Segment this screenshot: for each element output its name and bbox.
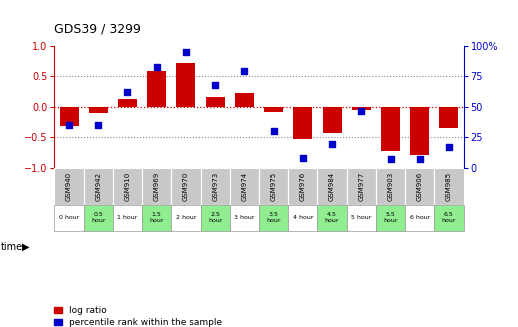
Text: GSM977: GSM977 (358, 172, 364, 201)
Text: GSM985: GSM985 (446, 172, 452, 201)
Point (269, 129, 278, 134)
Text: 4 hour: 4 hour (293, 215, 313, 220)
Bar (235, 94, 254, 107)
Text: GSM970: GSM970 (183, 172, 189, 201)
Bar (230, 205, 259, 231)
Text: 0.5
hour: 0.5 hour (91, 212, 106, 223)
Bar (405, 168, 435, 205)
Text: 3 hour: 3 hour (234, 215, 255, 220)
Bar (89, 107, 108, 113)
Bar (142, 205, 171, 231)
Bar (376, 168, 405, 205)
Bar (113, 168, 142, 205)
Text: GSM940: GSM940 (66, 172, 72, 201)
Point (415, 157, 424, 162)
Bar (352, 107, 371, 110)
Text: 4.5
hour: 4.5 hour (325, 212, 339, 223)
Bar (288, 168, 318, 205)
Point (357, 108, 366, 113)
Bar (439, 107, 458, 128)
Point (328, 141, 336, 146)
Text: time: time (1, 242, 23, 252)
Bar (259, 205, 288, 231)
Bar (147, 72, 166, 107)
Bar (347, 168, 376, 205)
Text: GSM942: GSM942 (95, 172, 101, 201)
Bar (177, 63, 195, 107)
Bar (410, 107, 429, 155)
Text: 2.5
hour: 2.5 hour (208, 212, 222, 223)
Bar (54, 205, 83, 231)
Bar (206, 96, 225, 107)
Text: GSM974: GSM974 (241, 172, 248, 201)
Bar (293, 107, 312, 139)
Bar (288, 205, 318, 231)
Point (211, 82, 219, 88)
Point (445, 145, 453, 150)
Text: GSM976: GSM976 (300, 172, 306, 201)
Text: 2 hour: 2 hour (176, 215, 196, 220)
Bar (318, 205, 347, 231)
Bar (200, 168, 230, 205)
Bar (347, 205, 376, 231)
Legend: log ratio, percentile rank within the sample: log ratio, percentile rank within the sa… (54, 306, 222, 327)
Bar (171, 168, 200, 205)
Point (65, 123, 73, 128)
Bar (83, 205, 113, 231)
Text: GSM969: GSM969 (154, 172, 160, 201)
Text: GSM903: GSM903 (387, 172, 394, 201)
Point (299, 156, 307, 161)
Bar (118, 99, 137, 107)
Bar (171, 205, 200, 231)
Bar (435, 168, 464, 205)
Text: GSM975: GSM975 (270, 172, 277, 201)
Text: 5.5
hour: 5.5 hour (383, 212, 398, 223)
Text: 3.5
hour: 3.5 hour (266, 212, 281, 223)
Text: ▶: ▶ (22, 242, 29, 252)
Text: 0 hour: 0 hour (59, 215, 79, 220)
Text: 1 hour: 1 hour (117, 215, 138, 220)
Bar (405, 205, 435, 231)
Text: 6 hour: 6 hour (410, 215, 430, 220)
Bar (376, 205, 405, 231)
Point (94, 123, 103, 128)
Bar (323, 107, 341, 132)
Text: GSM906: GSM906 (417, 172, 423, 201)
Point (152, 64, 161, 69)
Bar (264, 107, 283, 112)
Text: 6.5
hour: 6.5 hour (442, 212, 456, 223)
Point (182, 49, 190, 55)
Text: GSM973: GSM973 (212, 172, 218, 201)
Bar (83, 168, 113, 205)
Bar (60, 107, 79, 127)
Bar (113, 205, 142, 231)
Bar (259, 168, 288, 205)
Bar (142, 168, 171, 205)
Text: 5 hour: 5 hour (351, 215, 371, 220)
Point (123, 90, 132, 95)
Text: GSM984: GSM984 (329, 172, 335, 201)
Bar (200, 205, 230, 231)
Point (240, 69, 249, 74)
Bar (381, 107, 400, 151)
Bar (54, 168, 83, 205)
Bar (230, 168, 259, 205)
Bar (435, 205, 464, 231)
Point (386, 157, 395, 162)
Text: 1.5
hour: 1.5 hour (150, 212, 164, 223)
Bar (318, 168, 347, 205)
Text: GDS39 / 3299: GDS39 / 3299 (54, 23, 141, 36)
Text: GSM910: GSM910 (124, 172, 131, 201)
